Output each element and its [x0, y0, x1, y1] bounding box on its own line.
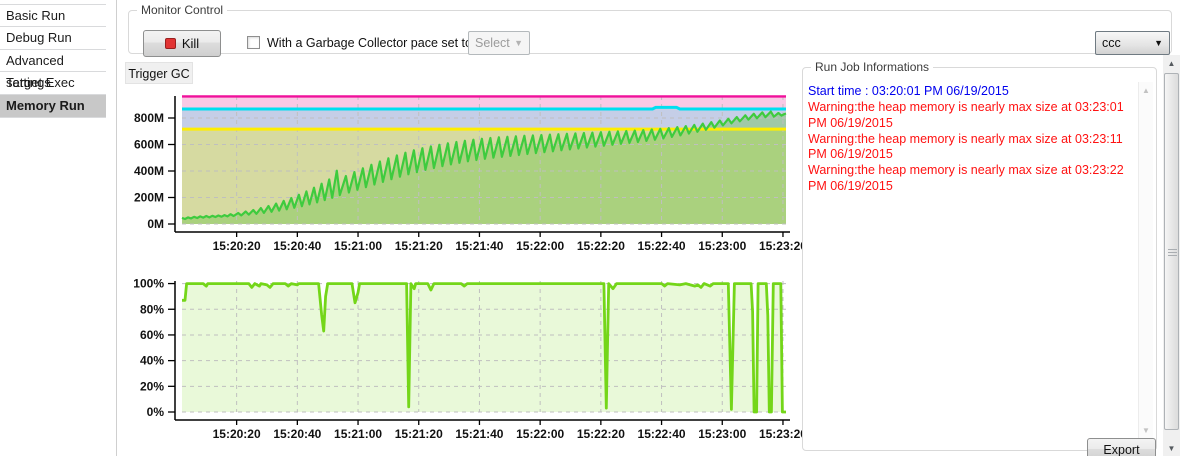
- scroll-down-icon[interactable]: ▼: [1163, 440, 1180, 456]
- svg-text:15:20:20: 15:20:20: [213, 427, 261, 441]
- svg-text:15:22:40: 15:22:40: [638, 239, 686, 253]
- svg-text:15:20:40: 15:20:40: [273, 427, 321, 441]
- svg-text:0%: 0%: [147, 405, 165, 419]
- svg-text:100%: 100%: [133, 277, 164, 291]
- profile-select[interactable]: ccc ▼: [1095, 31, 1170, 55]
- monitor-control-title: Monitor Control: [141, 3, 224, 17]
- sidebar-item-basic-run[interactable]: Basic Run: [0, 4, 106, 27]
- svg-text:15:21:20: 15:21:20: [395, 239, 443, 253]
- sidebar: Basic Run Debug Run Advanced settings Ta…: [0, 4, 106, 118]
- scroll-down-icon[interactable]: ▼: [1142, 426, 1150, 435]
- svg-text:15:23:00: 15:23:00: [698, 427, 746, 441]
- sidebar-item-target-exec[interactable]: Target Exec: [0, 72, 106, 96]
- svg-text:15:21:00: 15:21:00: [334, 239, 382, 253]
- svg-text:15:21:20: 15:21:20: [395, 427, 443, 441]
- sidebar-item-debug-run[interactable]: Debug Run: [0, 27, 106, 50]
- heap-memory-chart: 0M 200M 400M 600M 800M 15:20:20 15:20:40 15:21:…: [134, 90, 820, 255]
- svg-text:15:20:40: 15:20:40: [273, 239, 321, 253]
- scrollbar-thumb[interactable]: [1164, 73, 1179, 430]
- chevron-down-icon: ▼: [514, 37, 523, 48]
- gc-pace-checkbox[interactable]: [247, 36, 260, 49]
- svg-text:15:22:40: 15:22:40: [638, 427, 686, 441]
- svg-text:15:23:00: 15:23:00: [698, 239, 746, 253]
- scroll-up-icon[interactable]: ▲: [1142, 86, 1150, 95]
- sidebar-item-memory-run[interactable]: Memory Run: [0, 95, 106, 118]
- scroll-up-icon[interactable]: ▲: [1163, 55, 1180, 71]
- run-job-informations-title: Run Job Informations: [815, 60, 930, 74]
- svg-text:80%: 80%: [140, 302, 164, 316]
- svg-text:800M: 800M: [134, 111, 164, 125]
- svg-text:15:23:20: 15:23:20: [759, 239, 807, 253]
- log-warning-2: Warning:the heap memory is nearly max si…: [808, 131, 1123, 162]
- run-job-informations-group: Run Job Informations Start time : 03:20:…: [802, 60, 1157, 456]
- log-scrollbar[interactable]: ▲ ▼: [1138, 82, 1153, 439]
- export-button-label: Export: [1103, 443, 1140, 456]
- svg-text:20%: 20%: [140, 379, 164, 393]
- gc-pace-select-value: Select: [475, 36, 510, 50]
- chevron-down-icon: ▼: [1154, 37, 1163, 48]
- export-button[interactable]: Export: [1087, 438, 1156, 456]
- kill-button[interactable]: Kill: [143, 30, 221, 57]
- monitor-control-group: Monitor Control Kill With a Garbage Coll…: [128, 3, 1172, 57]
- log-warning-3: Warning:the heap memory is nearly max si…: [808, 163, 1124, 193]
- svg-text:15:21:40: 15:21:40: [455, 427, 503, 441]
- svg-text:15:22:20: 15:22:20: [577, 427, 625, 441]
- gc-pace-select[interactable]: Select ▼: [468, 31, 530, 55]
- kill-button-label: Kill: [181, 36, 200, 51]
- svg-text:15:22:20: 15:22:20: [577, 239, 625, 253]
- svg-text:15:21:00: 15:21:00: [334, 427, 382, 441]
- svg-text:200M: 200M: [134, 190, 164, 204]
- svg-text:15:21:40: 15:21:40: [455, 239, 503, 253]
- kill-stop-icon: [164, 38, 176, 49]
- trigger-gc-button[interactable]: Trigger GC: [125, 62, 193, 84]
- svg-text:15:20:20: 15:20:20: [213, 239, 261, 253]
- svg-text:600M: 600M: [134, 137, 164, 151]
- svg-text:400M: 400M: [134, 164, 164, 178]
- log-warning-1: Warning:the heap memory is nearly max si…: [808, 100, 1124, 130]
- usage-percent-chart: 0% 20% 40% 60% 80% 100% 15:20:20 15:20:40 15:21:…: [133, 276, 820, 448]
- sidebar-divider: [116, 0, 117, 456]
- window-scrollbar[interactable]: ▲ ▼: [1163, 55, 1180, 456]
- svg-text:60%: 60%: [140, 328, 164, 342]
- run-job-log-text: Start time : 03:20:01 PM 06/19/2015 Warn…: [808, 84, 1137, 195]
- svg-text:15:22:00: 15:22:00: [516, 239, 564, 253]
- log-start-time: Start time : 03:20:01 PM 06/19/2015: [808, 84, 1009, 98]
- run-job-log[interactable]: Start time : 03:20:01 PM 06/19/2015 Warn…: [806, 82, 1154, 439]
- svg-text:40%: 40%: [140, 354, 164, 368]
- sidebar-item-advanced-settings[interactable]: Advanced settings: [0, 50, 106, 90]
- gc-pace-checkbox-label: With a Garbage Collector pace set to: [267, 36, 472, 50]
- scrollbar-grip: [1168, 251, 1177, 253]
- svg-text:15:22:00: 15:22:00: [516, 427, 564, 441]
- svg-text:15:23:20: 15:23:20: [759, 427, 807, 441]
- svg-text:0M: 0M: [147, 217, 164, 231]
- profile-select-value: ccc: [1102, 36, 1121, 50]
